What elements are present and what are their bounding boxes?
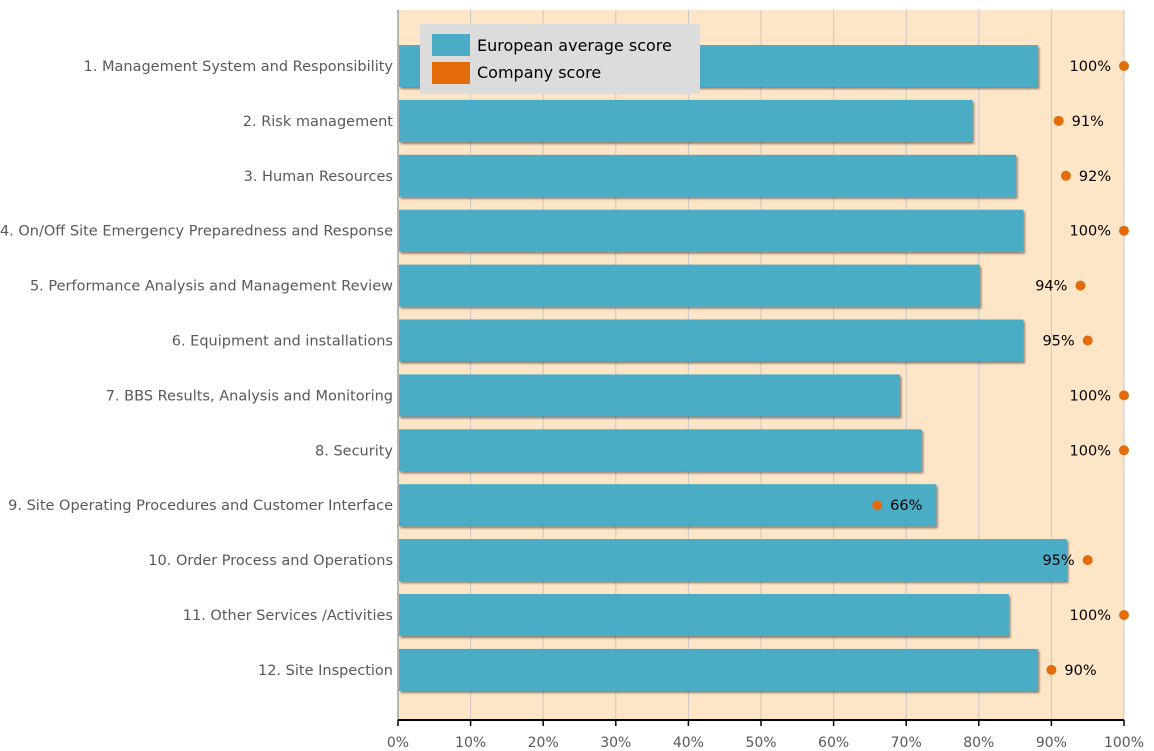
company-score-label: 91%: [1072, 114, 1104, 130]
category-label: 9. Site Operating Procedures and Custome…: [8, 498, 393, 514]
category-label: 1. Management System and Responsibility: [84, 59, 394, 75]
category-label: 2. Risk management: [243, 114, 394, 130]
x-axis: 0% 10% 20% 30% 40% 50% 60% 70% 80% 90% 100%: [387, 10, 1144, 751]
european-average-bar: [399, 594, 1009, 636]
bars: [399, 45, 1067, 691]
company-score-dot: [1119, 225, 1129, 236]
company-score-label: 100%: [1070, 59, 1111, 75]
company-score-label: 90%: [1064, 663, 1096, 679]
category-label: 12. Site Inspection: [258, 663, 393, 679]
company-score-dot: [1060, 170, 1071, 181]
european-average-bar: [399, 319, 1024, 362]
company-score-label: 100%: [1070, 224, 1111, 240]
x-tick-label: 10%: [455, 735, 486, 751]
x-tick-label: 30%: [600, 735, 631, 751]
category-label: 10. Order Process and Operations: [148, 553, 393, 569]
x-tick-label: 0%: [387, 735, 409, 751]
company-score-dot: [1053, 115, 1064, 126]
legend-label-company: Company score: [477, 63, 601, 82]
company-score-dot: [1119, 610, 1129, 620]
european-average-bar: [399, 209, 1024, 252]
category-label: 5. Performance Analysis and Management R…: [30, 279, 393, 295]
legend-label-european: European average score: [477, 36, 672, 55]
x-tick-label: 70%: [891, 735, 922, 751]
european-average-bar: [399, 154, 1017, 197]
x-tick-label: 20%: [528, 735, 559, 751]
company-score-dot: [872, 500, 883, 511]
european-average-bar: [399, 429, 922, 472]
category-label: 11. Other Services /Activities: [183, 608, 393, 624]
company-score-dot: [1082, 335, 1093, 346]
company-dots: [872, 61, 1129, 675]
european-average-bar: [399, 484, 937, 527]
company-score-dot: [1075, 280, 1086, 291]
company-score-dot: [1046, 664, 1057, 675]
category-label: 7. BBS Results, Analysis and Monitoring: [106, 388, 393, 404]
company-score-label: 100%: [1070, 388, 1111, 404]
company-score-dot: [1119, 390, 1129, 401]
european-average-bar: [399, 374, 900, 417]
x-tick-label: 80%: [963, 735, 994, 751]
european-average-bar: [399, 264, 980, 307]
company-score-label: 92%: [1079, 169, 1111, 185]
company-score-label: 100%: [1070, 443, 1111, 459]
value-labels: 100% 91% 92% 100% 94% 95% 100% 100% 66% 95% 100% 90…: [890, 59, 1111, 679]
company-score-label: 66%: [890, 498, 922, 514]
company-score-label: 100%: [1070, 608, 1111, 624]
category-label: 4. On/Off Site Emergency Preparedness an…: [0, 224, 393, 240]
company-score-dot: [1082, 555, 1093, 566]
x-tick-label: 100%: [1104, 735, 1144, 751]
legend-swatch-european: [432, 34, 470, 56]
legend-swatch-company: [432, 62, 470, 84]
category-label: 3. Human Resources: [244, 169, 393, 185]
x-tick-label: 50%: [745, 735, 776, 751]
category-label: 8. Security: [315, 443, 393, 459]
x-tick-label: 90%: [1036, 735, 1067, 751]
company-score-dot: [1119, 445, 1129, 456]
category-label: 6. Equipment and installations: [172, 334, 393, 350]
european-average-bar: [399, 539, 1067, 582]
legend: European average score Company score: [420, 24, 700, 94]
x-tick-label: 60%: [818, 735, 849, 751]
company-score-label: 95%: [1042, 334, 1074, 350]
european-average-bar: [399, 99, 973, 142]
category-labels: 1. Management System and Responsibility 2…: [0, 59, 393, 679]
company-score-label: 95%: [1042, 553, 1074, 569]
x-tick-label: 40%: [673, 735, 704, 751]
company-score-label: 94%: [1035, 279, 1067, 295]
european-average-bar: [399, 648, 1038, 691]
company-score-dot: [1119, 61, 1129, 71]
